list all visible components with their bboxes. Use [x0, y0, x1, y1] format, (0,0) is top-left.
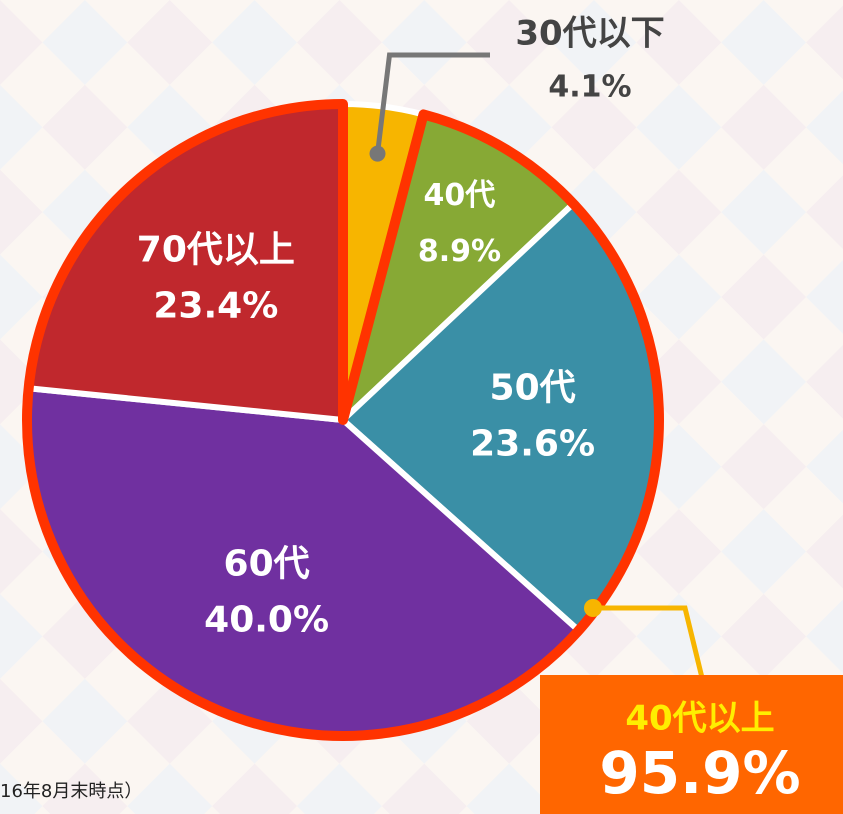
slice-value: 23.6%	[470, 424, 595, 465]
callout-label: 40代以上	[625, 699, 774, 739]
slice-label: 30代以下	[515, 14, 664, 54]
highlight-outline	[22, 99, 664, 741]
callout-value: 95.9%	[599, 739, 800, 807]
leader-dot	[369, 145, 386, 162]
slice-value: 40.0%	[204, 600, 329, 641]
slice-value: 8.9%	[418, 234, 501, 269]
slice-value: 4.1%	[548, 70, 631, 105]
callout-box	[540, 675, 843, 814]
leader-line	[375, 52, 490, 154]
footnote: 16年8月末時点）	[0, 781, 142, 802]
slice-label: 70代以上	[137, 229, 295, 270]
callout-dot	[584, 599, 602, 617]
slice-value: 23.4%	[153, 285, 278, 326]
slice-label: 60代	[224, 544, 310, 585]
slice-label: 40代	[424, 178, 496, 213]
slice-label: 50代	[490, 368, 576, 409]
callout-line	[593, 605, 708, 691]
